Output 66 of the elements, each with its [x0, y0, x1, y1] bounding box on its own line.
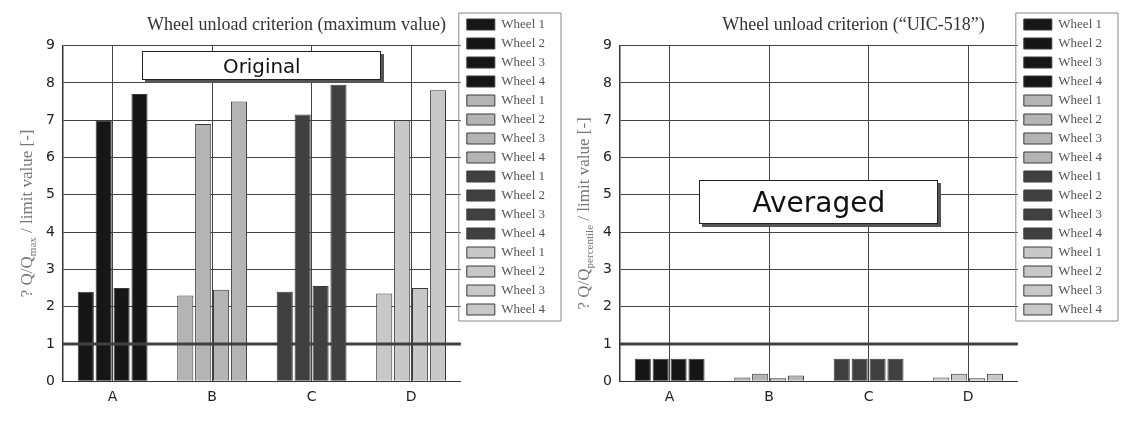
text-box: Original [142, 50, 382, 80]
y-tick-label: 0 [45, 371, 55, 388]
legend-label: Wheel 2 [1058, 110, 1102, 126]
legend-label: Wheel 2 [501, 186, 545, 202]
legend-label: Wheel 4 [1058, 224, 1103, 240]
y-tick-label: 7 [602, 110, 612, 127]
y-tick-label: 3 [602, 259, 612, 276]
legend-label: Wheel 3 [1058, 53, 1102, 69]
legend-label: Wheel 4 [1058, 300, 1103, 316]
y-tick-label: 0 [602, 371, 612, 388]
legend-label: Wheel 3 [501, 53, 545, 69]
legend-label: Wheel 2 [1058, 186, 1102, 202]
y-tick-label: 2 [602, 297, 612, 314]
y-tick-label: 1 [602, 334, 612, 351]
legend-label: Wheel 3 [501, 205, 545, 221]
legend-label: Wheel 1 [501, 167, 545, 183]
legend-label: Wheel 4 [501, 300, 546, 316]
chart-title: Wheel unload criterion (“UIC-518”) [722, 13, 985, 35]
legend-label: Wheel 3 [1058, 205, 1102, 221]
legend-label: Wheel 1 [501, 91, 545, 107]
x-tick-label: B [764, 388, 774, 405]
legend-label: Wheel 4 [1058, 72, 1103, 88]
legend-label: Wheel 4 [501, 148, 546, 164]
chart-title: Wheel unload criterion (maximum value) [147, 13, 446, 35]
x-tick-label: A [664, 388, 675, 405]
legend-label: Wheel 2 [501, 110, 545, 126]
y-axis-title: ? Q/Qmax / limit value [-] [17, 129, 38, 298]
legend-label: Wheel 2 [1058, 262, 1102, 278]
y-tick-label: 6 [602, 148, 612, 165]
legend-label: Wheel 3 [501, 281, 545, 297]
y-tick-label: 5 [45, 185, 55, 202]
y-tick-label: 3 [45, 259, 55, 276]
legend-label: Wheel 2 [501, 262, 545, 278]
x-tick-label: D [962, 388, 974, 405]
legend-label: Wheel 2 [1058, 34, 1102, 50]
text-box: Averaged [699, 180, 939, 225]
y-tick-label: 6 [45, 148, 55, 165]
legend-label: Wheel 1 [1058, 15, 1102, 31]
legend-label: Wheel 4 [1058, 148, 1103, 164]
y-tick-label: 5 [602, 185, 612, 202]
legend-label: Wheel 2 [501, 34, 545, 50]
y-tick-label: 2 [45, 297, 55, 314]
x-tick-label: C [306, 388, 317, 405]
y-tick-label: 9 [602, 36, 612, 53]
legend-label: Wheel 1 [1058, 243, 1102, 259]
legend-label: Wheel 1 [1058, 91, 1102, 107]
legend-label: Wheel 1 [501, 15, 545, 31]
y-tick-label: 9 [45, 36, 55, 53]
legend-label: Wheel 4 [501, 72, 546, 88]
y-tick-label: 4 [602, 222, 612, 239]
x-tick-label: B [207, 388, 217, 405]
y-tick-label: 8 [602, 73, 612, 90]
y-axis-title: ? Q/Qpercentile / limit value [-] [574, 117, 595, 310]
x-tick-label: D [405, 388, 417, 405]
legend-label: Wheel 3 [501, 129, 545, 145]
y-tick-label: 4 [45, 222, 55, 239]
y-tick-label: 1 [45, 334, 55, 351]
y-tick-label: 7 [45, 110, 55, 127]
legend-label: Wheel 3 [1058, 129, 1102, 145]
legend-label: Wheel 1 [1058, 167, 1102, 183]
x-tick-label: C [863, 388, 874, 405]
legend-label: Wheel 1 [501, 243, 545, 259]
legend-label: Wheel 4 [501, 224, 546, 240]
x-tick-label: A [107, 388, 118, 405]
legend-label: Wheel 3 [1058, 281, 1102, 297]
y-tick-label: 8 [45, 73, 55, 90]
